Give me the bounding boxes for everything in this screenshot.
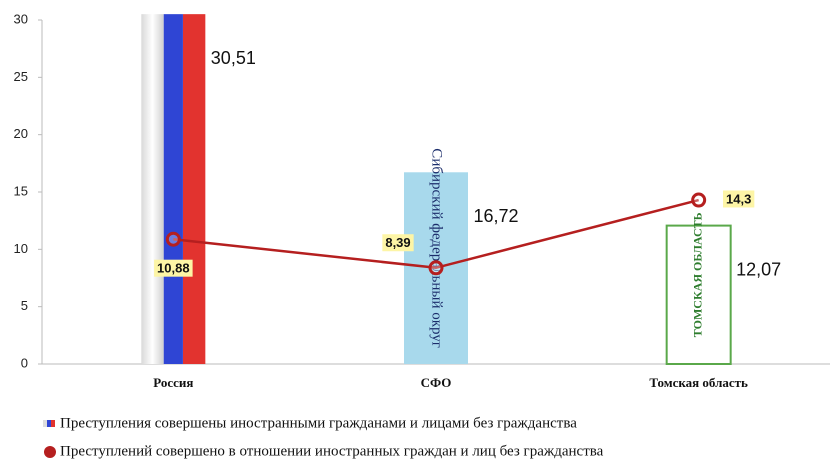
x-tick-label: СФО bbox=[421, 375, 452, 390]
line-marker bbox=[165, 231, 181, 247]
line-marker bbox=[428, 260, 444, 276]
line-value-label: 8,39 bbox=[385, 235, 410, 250]
y-tick-label: 15 bbox=[14, 183, 28, 198]
bar-image-label: ТОМСКАЯ ОБЛАСТЬ bbox=[690, 212, 704, 337]
line-value-label: 10,88 bbox=[157, 261, 190, 276]
legend-swatch bbox=[51, 420, 55, 427]
bar-value-label-bg bbox=[470, 205, 522, 228]
y-tick-label: 30 bbox=[14, 11, 28, 26]
line-value-label-bg bbox=[154, 259, 193, 277]
line-marker bbox=[691, 192, 707, 208]
y-tick-label: 25 bbox=[14, 69, 28, 84]
legend-swatch bbox=[44, 446, 56, 458]
line-value-label-bg bbox=[723, 190, 755, 208]
x-tick-label: Россия bbox=[153, 375, 193, 390]
bar-stripe bbox=[141, 14, 164, 364]
bar bbox=[665, 224, 732, 365]
legend-label: Преступлений совершено в отношении иност… bbox=[60, 443, 604, 459]
line bbox=[173, 198, 699, 270]
y-tick-label: 5 bbox=[21, 298, 28, 313]
legend-label: Преступления совершены иностранными граж… bbox=[60, 415, 577, 431]
bar-value-label-bg bbox=[733, 258, 785, 281]
bar-image-label: Сибирский федеральный округ bbox=[429, 148, 445, 348]
y-tick-label: 20 bbox=[14, 126, 28, 141]
bar-value-label-bg bbox=[207, 46, 259, 69]
line-value-label-bg bbox=[382, 234, 414, 252]
bar-value-label: 12,07 bbox=[736, 259, 781, 279]
y-tick-label: 10 bbox=[14, 241, 28, 256]
legend-swatch bbox=[43, 420, 47, 427]
bar bbox=[163, 14, 183, 364]
x-tick-label: Томская область bbox=[649, 375, 748, 390]
bar-value-label: 30,51 bbox=[211, 48, 256, 68]
bar-stripe bbox=[182, 14, 206, 364]
line-value-label: 14,3 bbox=[726, 191, 751, 206]
y-tick-label: 0 bbox=[21, 355, 28, 370]
legend-swatch bbox=[47, 420, 51, 427]
bar-value-label: 16,72 bbox=[473, 206, 518, 226]
